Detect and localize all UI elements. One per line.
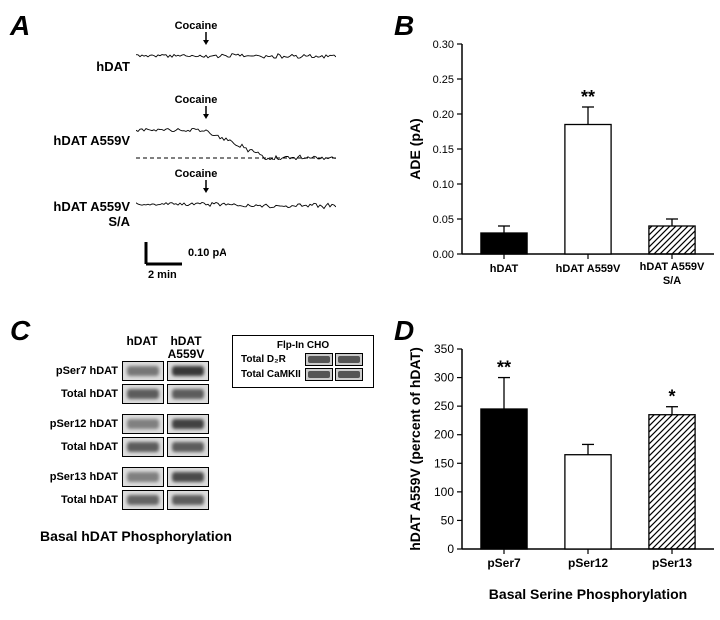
svg-text:50: 50 <box>441 513 455 527</box>
svg-text:**: ** <box>497 358 511 378</box>
svg-text:250: 250 <box>434 399 454 413</box>
scale-bar: 0.10 pA 2 min <box>136 242 374 287</box>
blot-grid: hDAThDATA559V pSer7 hDATTotal hDATpSer12… <box>40 335 212 520</box>
panel-a-label: A <box>10 10 30 42</box>
panel-c: C hDAThDATA559V pSer7 hDATTotal hDATpSer… <box>10 315 374 610</box>
svg-text:0.00: 0.00 <box>433 249 454 261</box>
svg-text:pSer7: pSer7 <box>487 556 521 570</box>
svg-text:150: 150 <box>434 456 454 470</box>
svg-text:hDAT A559V (percent of hDAT): hDAT A559V (percent of hDAT) <box>407 347 423 551</box>
svg-text:100: 100 <box>434 485 454 499</box>
panel-b-label: B <box>394 10 414 42</box>
scale-x-text: 2 min <box>148 269 177 281</box>
svg-text:0.15: 0.15 <box>433 144 454 156</box>
svg-text:pSer13: pSer13 <box>652 556 692 570</box>
svg-text:300: 300 <box>434 371 454 385</box>
scale-y-text: 0.10 pA <box>188 247 226 259</box>
svg-text:ADE (pA): ADE (pA) <box>407 118 423 179</box>
inset-box: Flp-In CHO Total D₂RTotal CaMKII <box>232 335 374 388</box>
svg-text:200: 200 <box>434 428 454 442</box>
svg-text:pSer12: pSer12 <box>568 556 608 570</box>
svg-text:**: ** <box>581 87 595 107</box>
svg-text:hDAT A559V: hDAT A559V <box>640 261 705 273</box>
panel-c-label: C <box>10 315 30 347</box>
svg-text:0.20: 0.20 <box>433 109 454 121</box>
panel-d-label: D <box>394 315 414 347</box>
panel-d-chart: 0 50 100 150 200 250 300 350 hDAT A559V (percent… <box>394 315 720 610</box>
inset-header: Flp-In CHO <box>241 340 365 351</box>
svg-text:0.05: 0.05 <box>433 214 454 226</box>
svg-text:0.30: 0.30 <box>433 39 454 51</box>
panel-b: B 0.00 0.05 0.10 0.15 0.20 0.25 0.30 ADE (pA) hD… <box>394 10 720 305</box>
panel-b-chart: 0.00 0.05 0.10 0.15 0.20 0.25 0.30 ADE (pA) hDAT… <box>394 10 720 305</box>
svg-text:*: * <box>668 387 675 407</box>
svg-text:Basal Serine Phosphorylation: Basal Serine Phosphorylation <box>489 586 687 602</box>
svg-text:0.25: 0.25 <box>433 74 454 86</box>
panel-d: D 0 50 100 150 200 250 300 350 hDAT A559V (perce… <box>394 315 720 610</box>
panel-c-title: Basal hDAT Phosphorylation <box>40 528 374 544</box>
figure-grid: A Cocaine hDATCocaine hDAT A559VCocaine … <box>10 10 710 610</box>
blot-header: hDAThDATA559V <box>120 335 212 361</box>
svg-text:350: 350 <box>434 342 454 356</box>
trace-container: Cocaine hDATCocaine hDAT A559VCocaine hD… <box>40 20 374 234</box>
panel-a: A Cocaine hDATCocaine hDAT A559VCocaine … <box>10 10 374 305</box>
svg-text:hDAT: hDAT <box>490 263 519 275</box>
svg-text:S/A: S/A <box>663 275 681 287</box>
blot-rows: pSer7 hDATTotal hDATpSer12 hDATTotal hDA… <box>40 361 212 510</box>
svg-text:0.10: 0.10 <box>433 179 454 191</box>
svg-text:hDAT A559V: hDAT A559V <box>556 263 621 275</box>
svg-text:0: 0 <box>447 542 454 556</box>
